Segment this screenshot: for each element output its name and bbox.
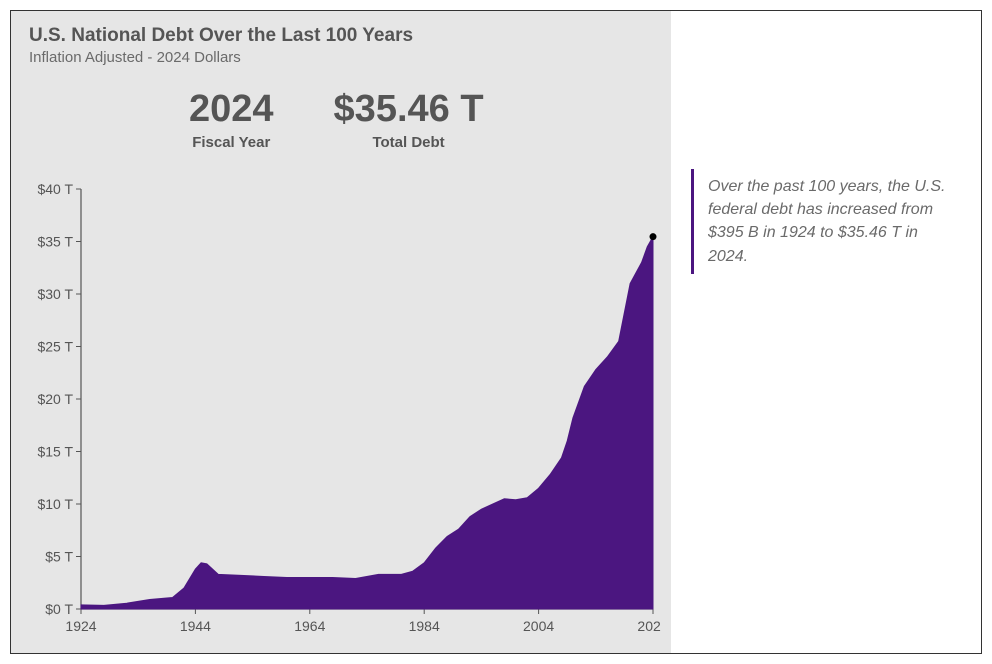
svg-text:1964: 1964 — [294, 618, 325, 634]
stats-row: 2024 Fiscal Year $35.46 T Total Debt — [189, 90, 661, 151]
stat-label: Total Debt — [372, 134, 444, 151]
stat-fiscal-year: 2024 Fiscal Year — [189, 90, 274, 151]
svg-text:1984: 1984 — [409, 618, 440, 634]
chart-subtitle: Inflation Adjusted - 2024 Dollars — [29, 49, 661, 66]
chart-panel: U.S. National Debt Over the Last 100 Yea… — [11, 11, 671, 653]
svg-text:$25 T: $25 T — [37, 339, 73, 355]
svg-text:1944: 1944 — [180, 618, 211, 634]
chart-title: U.S. National Debt Over the Last 100 Yea… — [29, 25, 661, 47]
stat-value: 2024 — [189, 90, 274, 128]
svg-text:2004: 2004 — [523, 618, 554, 634]
svg-text:$20 T: $20 T — [37, 391, 73, 407]
svg-text:$10 T: $10 T — [37, 496, 73, 512]
callout-text: Over the past 100 years, the U.S. federa… — [708, 175, 951, 268]
stat-value: $35.46 T — [334, 90, 484, 128]
svg-text:$35 T: $35 T — [37, 234, 73, 250]
svg-text:$5 T: $5 T — [45, 549, 73, 565]
figure-frame: U.S. National Debt Over the Last 100 Yea… — [10, 10, 982, 654]
stat-label: Fiscal Year — [192, 134, 270, 151]
svg-text:$40 T: $40 T — [37, 181, 73, 197]
side-panel: Over the past 100 years, the U.S. federa… — [671, 11, 981, 653]
callout-box: Over the past 100 years, the U.S. federa… — [691, 169, 951, 274]
svg-text:$0 T: $0 T — [45, 601, 73, 617]
area-chart-svg: $0 T $5 T $10 T $15 T $20 T $25 T $30 T $35 T $4… — [29, 181, 661, 643]
chart-plot-area: $0 T $5 T $10 T $15 T $20 T $25 T $30 T $35 T $4… — [29, 181, 661, 643]
svg-text:$30 T: $30 T — [37, 286, 73, 302]
svg-text:$15 T: $15 T — [37, 444, 73, 460]
stat-total-debt: $35.46 T Total Debt — [334, 90, 484, 151]
svg-text:1924: 1924 — [65, 618, 96, 634]
svg-text:2024: 2024 — [637, 618, 661, 634]
